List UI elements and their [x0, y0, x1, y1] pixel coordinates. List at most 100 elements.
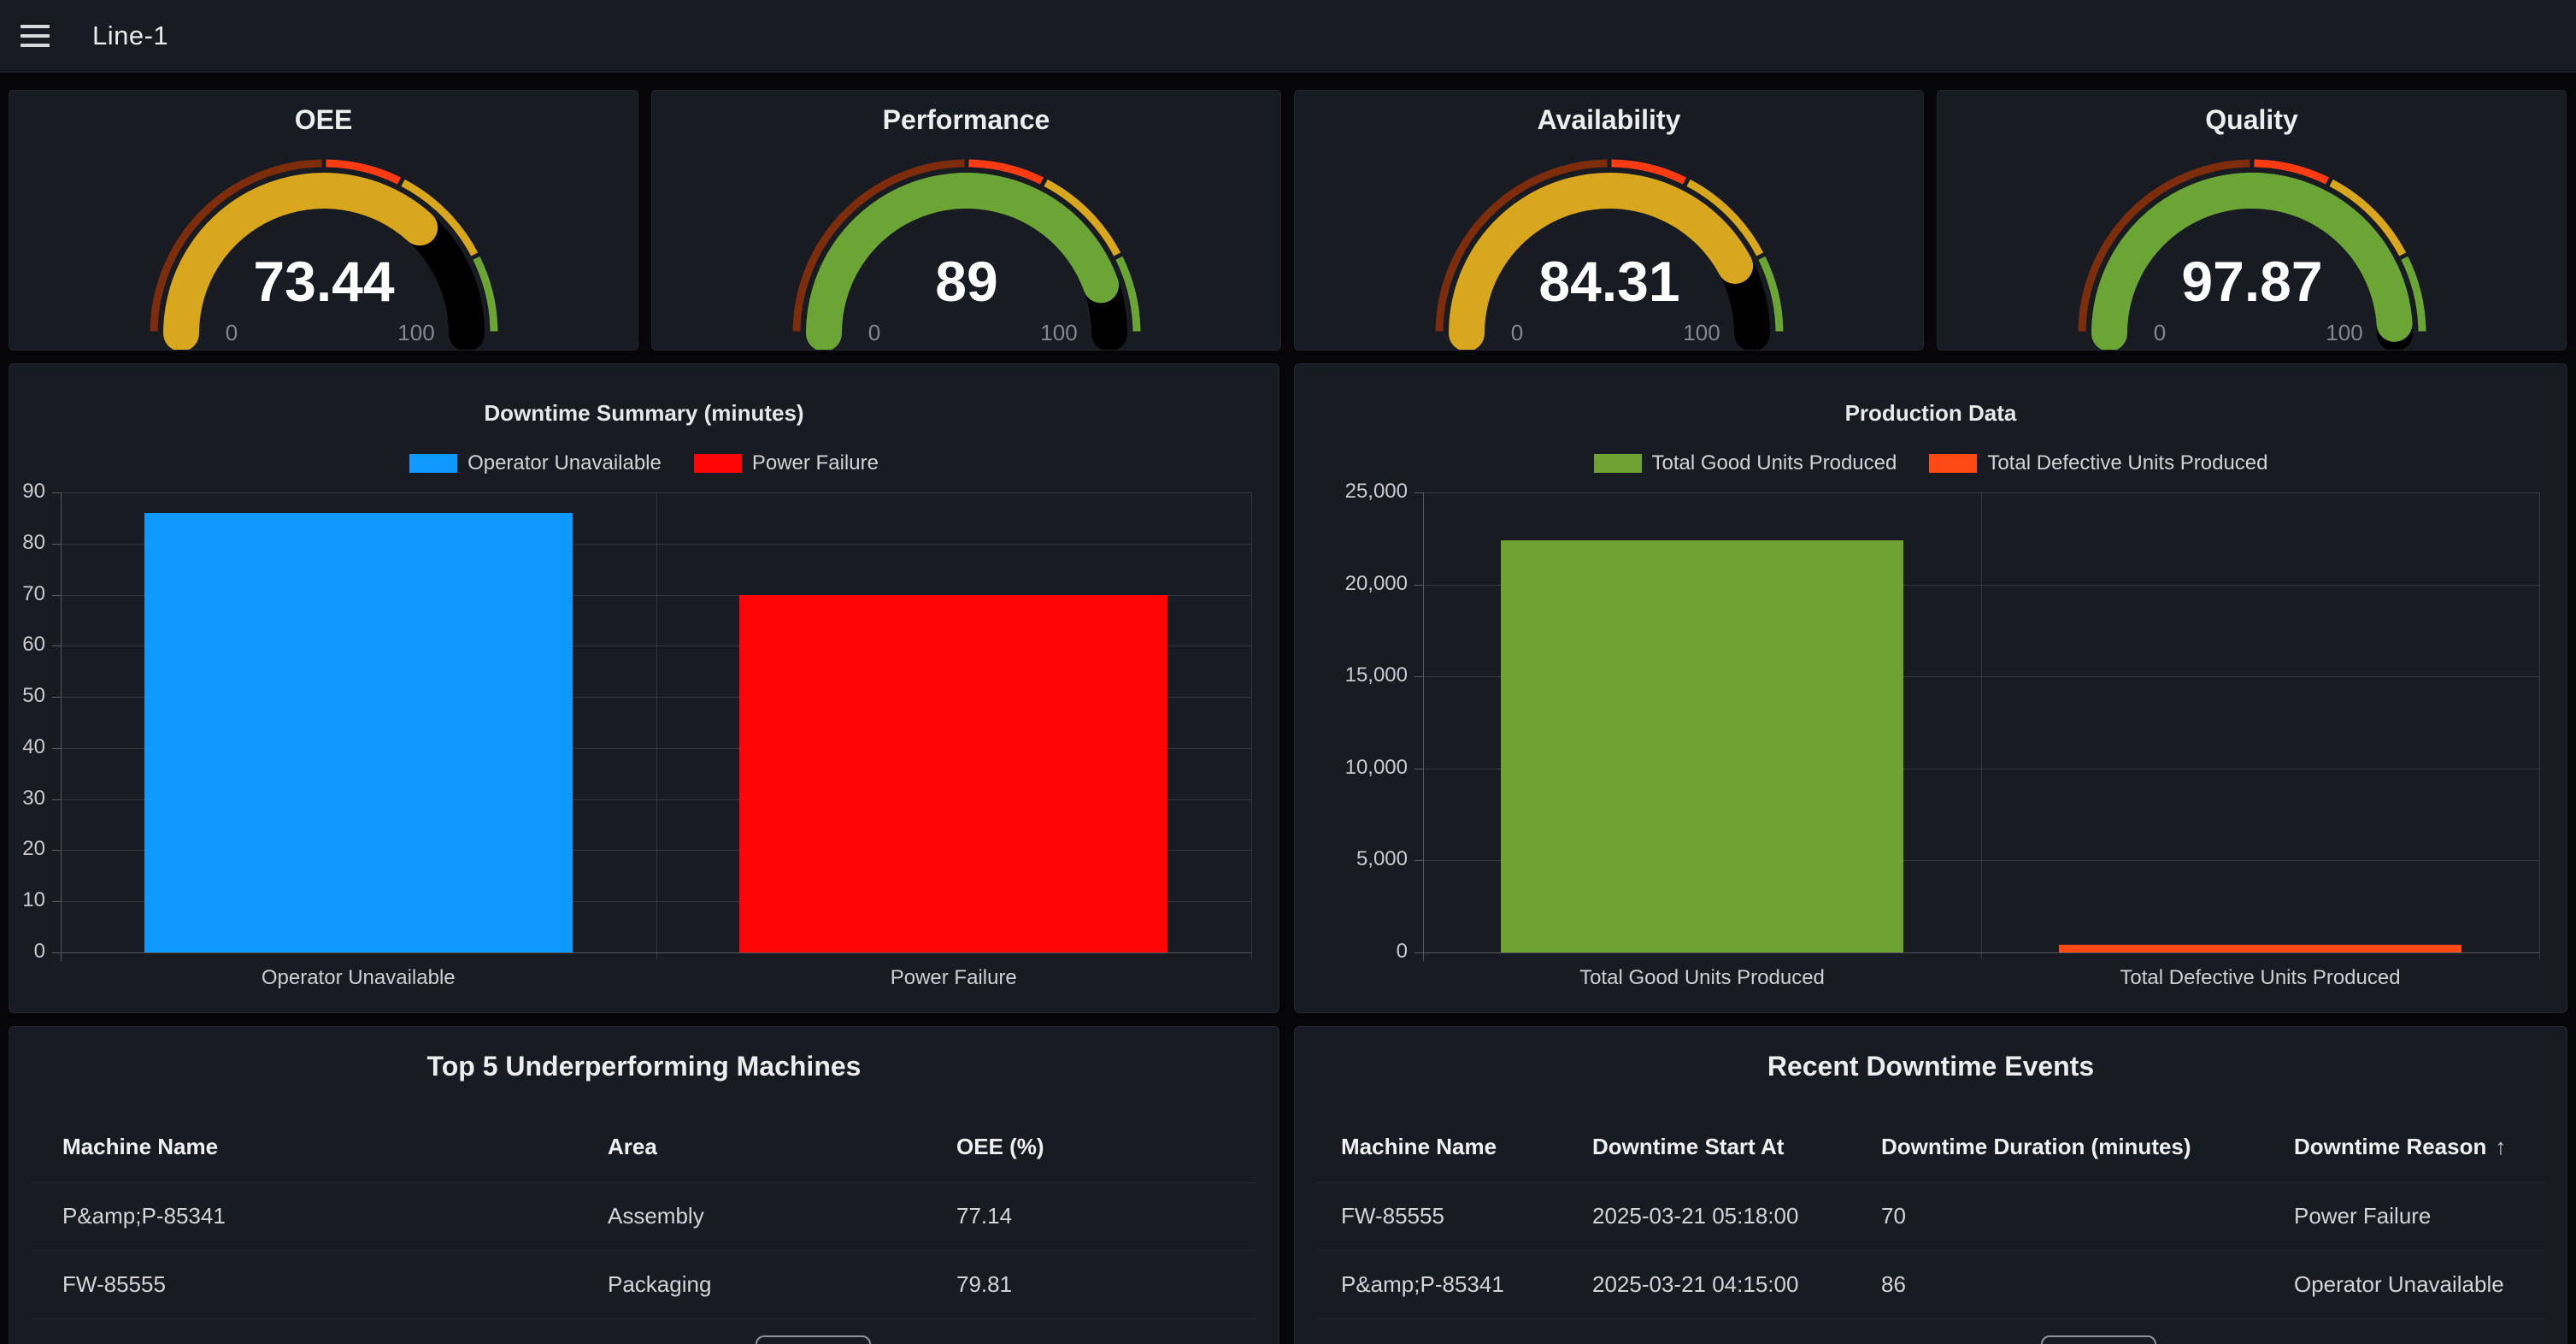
y-tick — [52, 901, 61, 903]
table-row: Top 5 Underperforming Machines Machine N… — [9, 1026, 2567, 1344]
column-header-label: Area — [608, 1134, 657, 1159]
column-header-label: Machine Name — [1341, 1134, 1497, 1159]
header-separator — [32, 1182, 1256, 1183]
gauge-threshold-segment — [2328, 179, 2406, 256]
gauge-min-label: 0 — [2153, 320, 2165, 345]
app-header: Line-1 — [0, 0, 2576, 73]
table-cell: 86 — [1881, 1271, 1906, 1297]
y-tick-label: 50 — [22, 684, 45, 708]
x-axis-line — [1423, 952, 2539, 953]
gauge-value-arc — [2091, 173, 2413, 350]
page-title: Line-1 — [92, 21, 169, 50]
table-cell: Power Failure — [2294, 1203, 2432, 1229]
downtime-summary-chart-panel: Downtime Summary (minutes) Operator Unav… — [9, 363, 1279, 1013]
y-tick-label: 20,000 — [1344, 571, 1408, 595]
pagination-next-button[interactable] — [2041, 1335, 2156, 1344]
category-label: Operator Unavailable — [261, 966, 456, 989]
bar-total-defective-units-produced — [2059, 945, 2461, 952]
gauge-threshold-segment — [400, 179, 478, 256]
gauge-availability: 84.31 0 100 — [1435, 159, 1783, 350]
y-tick — [52, 697, 61, 699]
gauge-panel-performance: Performance 89 0 100 — [651, 90, 1281, 351]
category-label: Power Failure — [890, 966, 1017, 989]
panel-title: Downtime Summary (minutes) — [484, 400, 804, 426]
gauge-value-arc — [805, 173, 1119, 350]
pagination-next-button[interactable] — [756, 1335, 871, 1344]
gauge-max-label: 100 — [1683, 320, 1720, 345]
sort-ascending-icon: ↑ — [2495, 1134, 2507, 1159]
recent-downtime-events-table-panel: Recent Downtime Events Machine Name Downt… — [1294, 1026, 2567, 1344]
column-header-label: Downtime Reason — [2294, 1134, 2487, 1159]
column-header-label: OEE (%) — [956, 1134, 1044, 1159]
y-tick-label: 0 — [1396, 940, 1408, 963]
legend-item[interactable]: Power Failure — [693, 451, 879, 475]
column-header-label: Machine Name — [62, 1134, 219, 1159]
legend-swatch — [693, 454, 742, 473]
gridline — [61, 850, 1251, 852]
gauge-threshold-segment — [2078, 159, 2250, 332]
column-header-label: Downtime Start At — [1592, 1134, 1785, 1159]
row-separator — [1317, 1250, 2544, 1251]
column-header[interactable]: OEE (%) — [956, 1129, 1044, 1164]
gauge-value: 89 — [935, 250, 997, 313]
y-axis-line — [1423, 492, 1424, 961]
y-tick — [1414, 584, 1423, 586]
category-separator-line — [1981, 492, 1982, 959]
gauge-threshold-segment — [1685, 179, 1763, 256]
row-separator — [32, 1318, 1256, 1319]
gauge-row: OEE 73.44 0 100 Performance 89 0 100 Availab… — [9, 90, 2567, 351]
underperforming-machines-table-panel: Top 5 Underperforming Machines Machine N… — [9, 1026, 1279, 1344]
y-tick-label: 0 — [33, 940, 45, 963]
panel-title: OEE — [294, 104, 353, 135]
header-separator — [1317, 1182, 2544, 1183]
x-axis-line — [61, 952, 1251, 953]
y-tick — [52, 645, 61, 647]
legend-item[interactable]: Total Good Units Produced — [1593, 451, 1897, 475]
gridline — [61, 594, 1251, 596]
table-cell: Operator Unavailable — [2294, 1271, 2504, 1297]
gauge-min-label: 0 — [1510, 320, 1522, 345]
gauge-value-arc — [1448, 173, 1753, 350]
legend-swatch — [409, 454, 458, 473]
bar-total-good-units-produced — [1501, 539, 1903, 952]
y-tick — [1414, 492, 1423, 493]
column-header[interactable]: Downtime Reason ↑ — [2294, 1129, 2506, 1164]
y-tick — [52, 799, 61, 800]
menu-icon[interactable] — [21, 25, 50, 47]
table-cell: 70 — [1881, 1203, 1906, 1229]
y-tick-label: 40 — [22, 734, 45, 758]
table-cell: 2025-03-21 04:15:00 — [1592, 1271, 1799, 1297]
gauge-threshold-segment — [325, 159, 401, 185]
legend-swatch — [1929, 454, 1978, 473]
chart-row: Downtime Summary (minutes) Operator Unav… — [9, 363, 2567, 1013]
column-header[interactable]: Area — [608, 1129, 657, 1164]
panel-title: Production Data — [1844, 400, 2017, 426]
gridline — [61, 645, 1251, 647]
y-tick-label: 90 — [22, 480, 45, 503]
gauge-max-label: 100 — [1040, 320, 1077, 345]
chart-legend: Total Good Units Produced Total Defective… — [1295, 451, 2567, 475]
legend-item[interactable]: Operator Unavailable — [409, 451, 662, 475]
y-tick-label: 25,000 — [1344, 480, 1408, 503]
y-tick-label: 20 — [22, 837, 45, 861]
gridline — [61, 901, 1251, 903]
legend-item[interactable]: Total Defective Units Produced — [1929, 451, 2268, 475]
gauge-max-label: 100 — [2326, 320, 2362, 345]
table-cell: 79.81 — [956, 1271, 1013, 1297]
gauge-threshold-segment — [150, 159, 322, 332]
plot-right-edge-line — [2539, 492, 2540, 959]
panel-title: Quality — [2205, 104, 2298, 135]
gauge-min-label: 0 — [225, 320, 237, 345]
y-tick-label: 30 — [22, 786, 45, 810]
y-tick — [52, 492, 61, 493]
gauge-panel-availability: Availability 84.31 0 100 — [1294, 90, 1924, 351]
bar-operator-unavailable — [144, 512, 573, 952]
column-header[interactable]: Downtime Duration (minutes) — [1881, 1129, 2191, 1164]
column-header[interactable]: Machine Name — [62, 1129, 218, 1164]
gauge-oee: 73.44 0 100 — [150, 159, 497, 350]
column-header[interactable]: Machine Name — [1341, 1129, 1497, 1164]
panel-title: Recent Downtime Events — [1767, 1051, 2095, 1082]
column-header[interactable]: Downtime Start At — [1592, 1129, 1784, 1164]
y-tick — [1414, 860, 1423, 862]
